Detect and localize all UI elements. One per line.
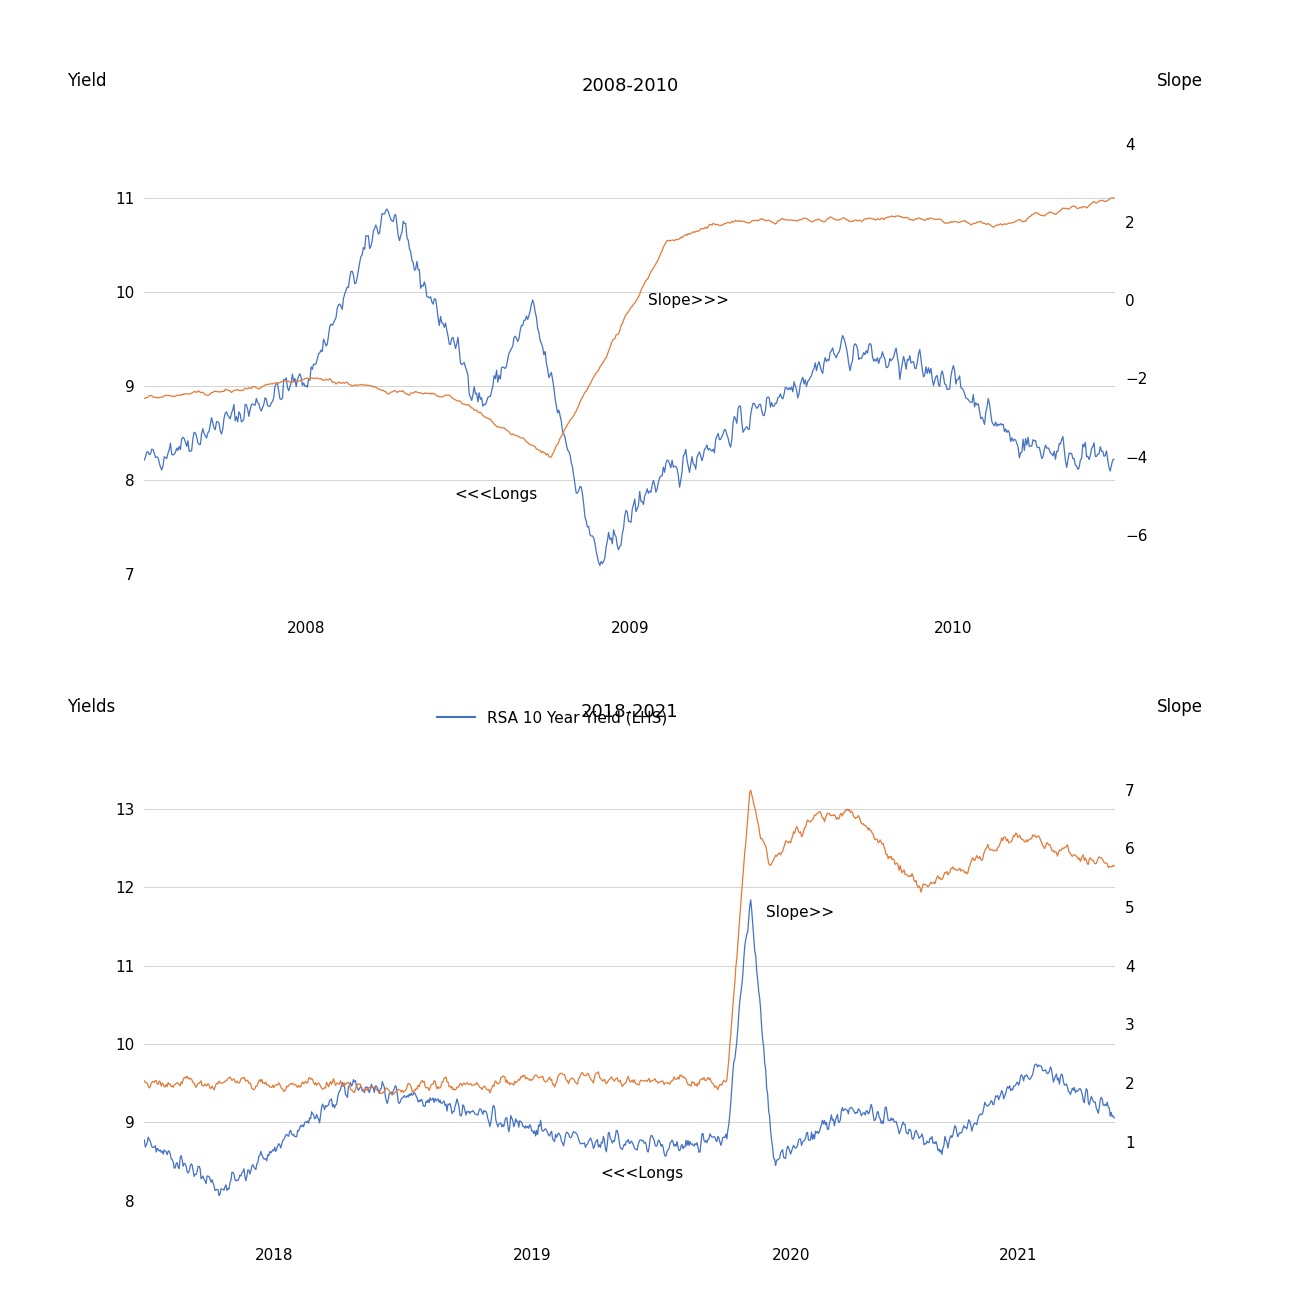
Text: Yields: Yields: [67, 698, 115, 716]
Text: 2020: 2020: [773, 1248, 811, 1262]
Title: 2018-2021: 2018-2021: [581, 703, 678, 720]
Text: 2009: 2009: [610, 621, 649, 636]
Text: 2018: 2018: [255, 1248, 293, 1262]
Text: <<<Longs: <<<Longs: [454, 487, 538, 502]
Text: 2010: 2010: [934, 621, 972, 636]
Text: 2019: 2019: [513, 1248, 552, 1262]
Text: Slope: Slope: [1157, 698, 1203, 716]
Text: 2021: 2021: [998, 1248, 1038, 1262]
Legend: RSA 10 Year Yield (LHS), Longs-Shorts (RHS): RSA 10 Year Yield (LHS), Longs-Shorts (R…: [430, 703, 673, 754]
Text: Slope: Slope: [1157, 72, 1203, 90]
Text: 2008: 2008: [287, 621, 325, 636]
Text: Slope>>: Slope>>: [766, 906, 834, 920]
Text: <<<Longs: <<<Longs: [601, 1165, 684, 1181]
Text: Yield: Yield: [67, 72, 106, 90]
Text: Slope>>>: Slope>>>: [648, 292, 729, 308]
Title: 2008-2010: 2008-2010: [581, 77, 678, 94]
